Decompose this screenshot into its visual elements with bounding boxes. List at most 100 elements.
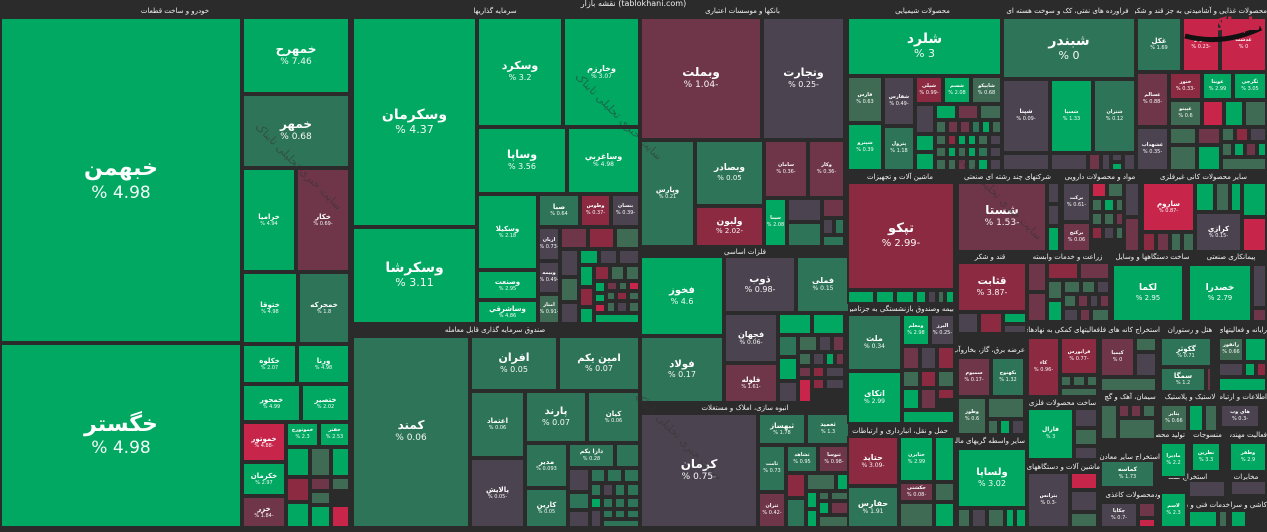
stock-tile[interactable]: بكهنوج 1.32 % — [991, 357, 1025, 397]
stock-tile[interactable] — [626, 509, 640, 519]
stock-tile[interactable] — [618, 249, 640, 265]
stock-tile[interactable] — [628, 281, 640, 291]
stock-tile[interactable] — [832, 335, 845, 352]
stock-tile[interactable]: خکلوه 2.07 % — [242, 344, 297, 384]
stock-tile[interactable]: امتاز -0.91 % — [538, 294, 560, 324]
stock-tile[interactable] — [1257, 142, 1267, 157]
stock-tile[interactable] — [1103, 226, 1115, 240]
stock-tile[interactable] — [1079, 308, 1091, 322]
stock-tile[interactable] — [915, 152, 935, 171]
stock-tile[interactable] — [1088, 153, 1101, 171]
stock-tile[interactable] — [971, 508, 987, 528]
stock-tile[interactable] — [1242, 217, 1267, 252]
stock-tile[interactable] — [310, 477, 331, 491]
stock-tile[interactable] — [616, 291, 628, 301]
stock-tile[interactable] — [812, 366, 825, 378]
stock-tile[interactable] — [947, 146, 957, 158]
stock-tile[interactable] — [1135, 352, 1157, 377]
stock-tile[interactable]: کیمیا 0 % — [1100, 337, 1135, 377]
stock-tile[interactable]: اتکای 2.99 % — [847, 371, 902, 424]
stock-tile[interactable] — [602, 509, 614, 519]
stock-tile[interactable] — [615, 443, 640, 468]
stock-tile[interactable]: غكل 1.69 % — [1136, 17, 1182, 72]
stock-tile[interactable] — [798, 378, 812, 403]
stock-tile[interactable] — [625, 265, 640, 281]
stock-tile[interactable]: نطرین 3.3 % — [1191, 442, 1221, 472]
stock-tile[interactable] — [1091, 226, 1103, 240]
stock-tile[interactable] — [579, 287, 594, 307]
stock-tile[interactable] — [920, 388, 937, 410]
stock-tile[interactable] — [615, 227, 640, 249]
stock-tile[interactable] — [927, 290, 937, 304]
stock-tile[interactable] — [937, 290, 945, 304]
stock-tile[interactable] — [915, 134, 935, 152]
stock-tile[interactable] — [991, 120, 1002, 134]
stock-tile[interactable]: شبندر 0 % — [1002, 17, 1136, 79]
stock-tile[interactable]: قثابت -3.87 % — [957, 262, 1027, 312]
stock-tile[interactable]: كمند 0.06 % — [352, 336, 470, 528]
stock-tile[interactable] — [1047, 204, 1060, 226]
stock-tile[interactable]: وبملت -1.04 % — [640, 17, 762, 140]
stock-tile[interactable] — [812, 313, 845, 335]
stock-tile[interactable]: خمهرح 7.46 % — [242, 17, 350, 94]
stock-tile[interactable] — [1111, 153, 1123, 162]
stock-tile[interactable] — [934, 482, 955, 502]
stock-tile[interactable] — [1182, 232, 1195, 252]
stock-tile[interactable]: رانفور 0.66 % — [1218, 337, 1244, 362]
stock-tile[interactable] — [1252, 308, 1267, 322]
stock-tile[interactable] — [606, 301, 616, 313]
stock-tile[interactable] — [1074, 428, 1098, 446]
stock-tile[interactable] — [1047, 280, 1063, 300]
stock-tile[interactable] — [957, 134, 967, 146]
stock-tile[interactable]: فارال 3 % — [1027, 408, 1074, 460]
stock-tile[interactable] — [1221, 142, 1233, 157]
stock-tile[interactable] — [286, 477, 310, 502]
stock-tile[interactable] — [1070, 472, 1098, 490]
stock-tile[interactable] — [967, 146, 977, 158]
stock-tile[interactable] — [1197, 145, 1221, 171]
stock-tile[interactable] — [1188, 510, 1218, 528]
stock-tile[interactable] — [935, 158, 947, 171]
stock-tile[interactable] — [1244, 362, 1256, 377]
stock-tile[interactable] — [806, 491, 818, 509]
stock-tile[interactable] — [778, 357, 798, 381]
stock-tile[interactable] — [786, 498, 806, 528]
stock-tile[interactable] — [1245, 142, 1257, 157]
stock-tile[interactable]: وسکرد 3.2 % — [477, 17, 563, 127]
stock-tile[interactable]: ورنا 4.98 % — [297, 344, 350, 384]
stock-tile[interactable] — [618, 281, 628, 291]
stock-tile[interactable] — [1005, 508, 1015, 528]
stock-tile[interactable] — [331, 447, 350, 477]
stock-tile[interactable]: فخوز 4.6 % — [640, 256, 724, 336]
stock-tile[interactable] — [606, 281, 618, 291]
stock-tile[interactable]: فجهان -0.06 % — [724, 313, 778, 363]
stock-tile[interactable] — [560, 227, 588, 249]
stock-tile[interactable] — [902, 410, 955, 424]
stock-tile[interactable] — [1047, 300, 1063, 322]
stock-tile[interactable]: غویتا 2.99 % — [1202, 72, 1233, 100]
stock-tile[interactable] — [957, 104, 979, 120]
stock-tile[interactable]: شتران 0.12 % — [1093, 79, 1136, 153]
stock-tile[interactable]: ثامت 0.73 % — [758, 445, 786, 492]
stock-tile[interactable] — [1099, 294, 1110, 308]
stock-tile[interactable]: ثشاهد 0.95 % — [786, 445, 818, 473]
stock-tile[interactable]: وساغربي 4.98 % — [567, 127, 640, 194]
stock-tile[interactable] — [1118, 418, 1156, 440]
stock-tile[interactable] — [989, 134, 1002, 146]
stock-tile[interactable] — [1135, 337, 1157, 352]
stock-tile[interactable] — [957, 508, 971, 528]
stock-tile[interactable] — [834, 218, 845, 235]
stock-tile[interactable] — [818, 491, 830, 501]
stock-tile[interactable] — [979, 104, 1002, 120]
stock-tile[interactable] — [1096, 280, 1110, 294]
stock-tile[interactable] — [568, 468, 590, 492]
stock-tile[interactable] — [937, 346, 955, 370]
stock-tile[interactable]: گکوثر 0.71 % — [1160, 337, 1212, 367]
stock-tile[interactable]: خمهر 0.68 % — [242, 94, 350, 168]
stock-tile[interactable]: کیان 0.06 % — [587, 391, 640, 443]
stock-tile[interactable]: افران 0.05 % — [470, 336, 558, 391]
stock-tile[interactable]: خموتورج 2.3 % — [286, 422, 319, 447]
stock-tile[interactable] — [957, 158, 967, 171]
stock-tile[interactable]: مدیر 0.093 % — [525, 443, 568, 488]
stock-tile[interactable] — [787, 222, 822, 247]
